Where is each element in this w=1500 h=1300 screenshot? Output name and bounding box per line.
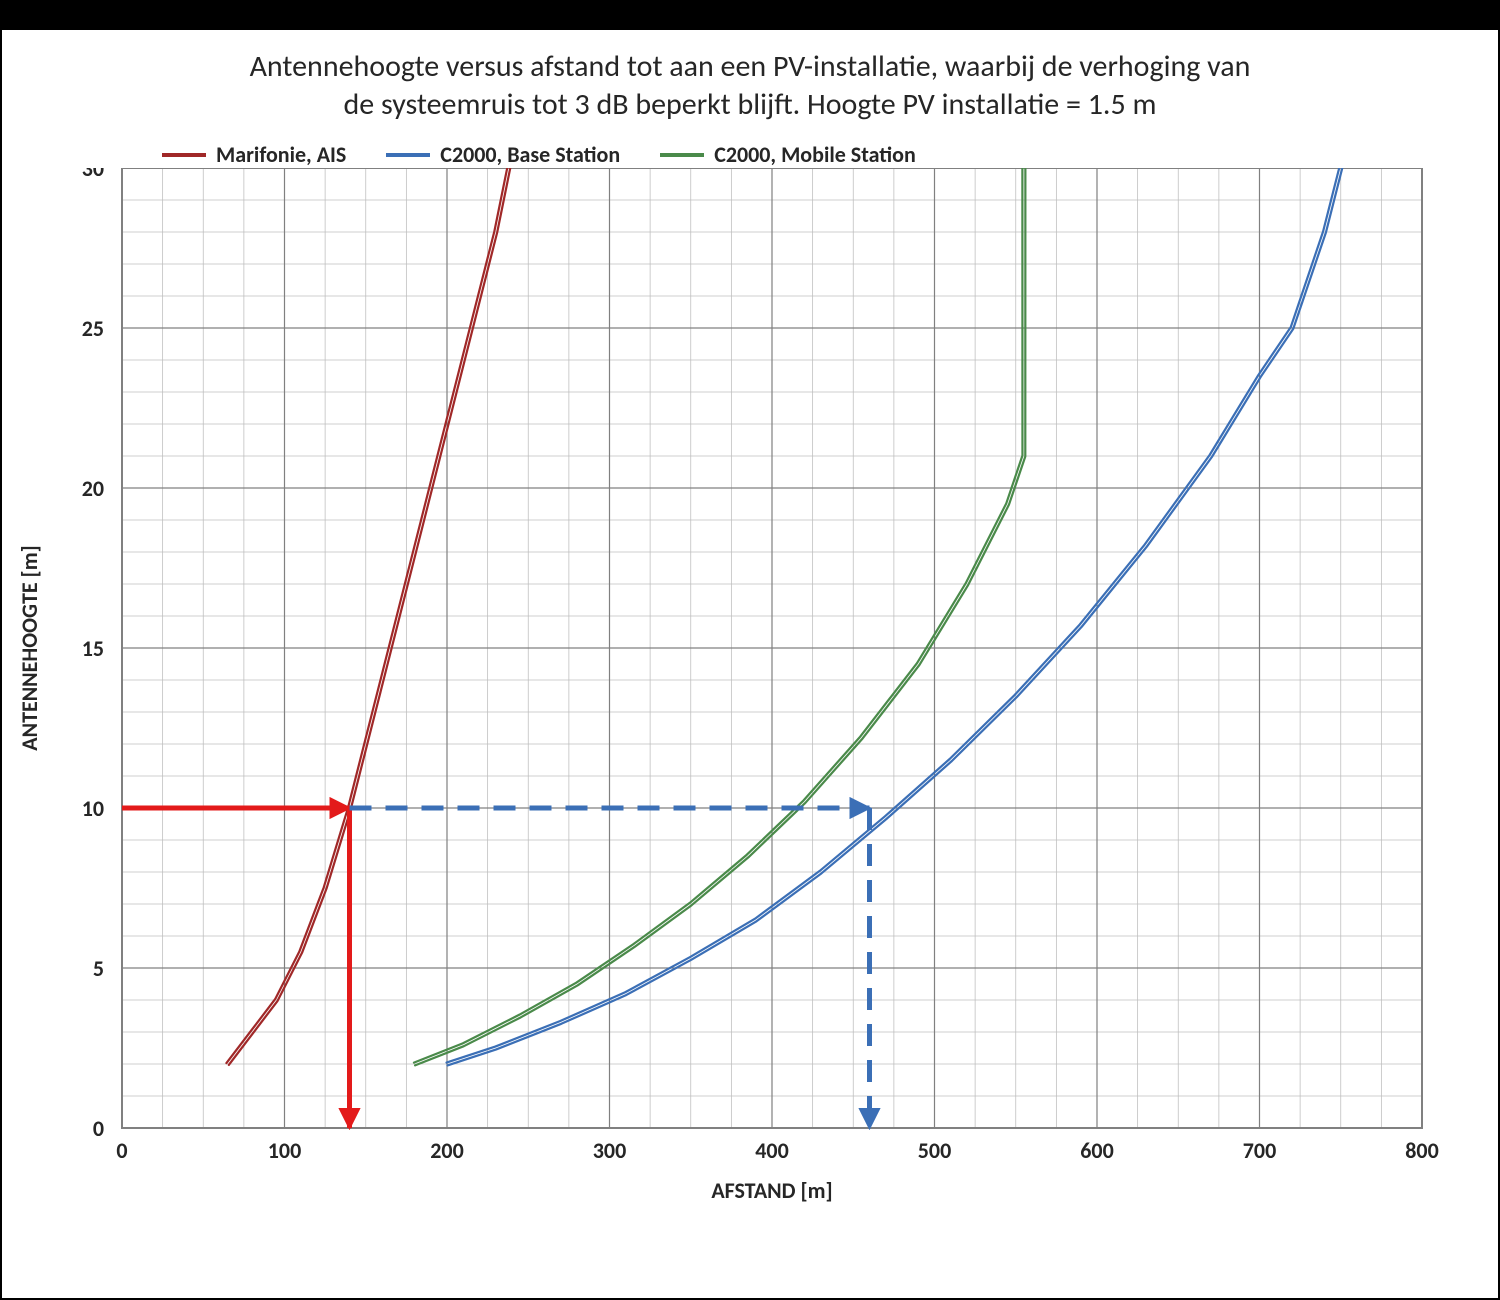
- chart-title-line2: de systeemruis tot 3 dB beperkt blijft. …: [344, 86, 1157, 123]
- legend-swatch-marifonie: [162, 153, 206, 157]
- svg-text:200: 200: [430, 1137, 463, 1164]
- legend-item-marifonie: Marifonie, AIS: [162, 141, 346, 168]
- svg-text:500: 500: [918, 1137, 951, 1164]
- svg-text:800: 800: [1405, 1137, 1438, 1164]
- chart-title-line1: Antennehoogte versus afstand tot aan een…: [250, 48, 1251, 85]
- legend-label-c2000-base: C2000, Base Station: [440, 141, 620, 168]
- svg-text:0: 0: [116, 1137, 127, 1164]
- legend-label-c2000-mobile: C2000, Mobile Station: [714, 141, 916, 168]
- svg-text:600: 600: [1080, 1137, 1113, 1164]
- series-marifonie: [226, 168, 507, 1063]
- series-marifonie: [229, 168, 510, 1065]
- svg-text:0: 0: [93, 1115, 104, 1142]
- legend-swatch-c2000-mobile: [660, 153, 704, 157]
- svg-text:300: 300: [593, 1137, 626, 1164]
- series-c2000-base: [447, 168, 1340, 1063]
- legend-item-c2000-base: C2000, Base Station: [386, 141, 620, 168]
- legend-swatch-c2000-base: [386, 153, 430, 157]
- series-c2000-mobile: [414, 168, 1023, 1063]
- legend: Marifonie, AIS C2000, Base Station C2000…: [2, 141, 1498, 168]
- svg-text:20: 20: [82, 475, 104, 502]
- legend-item-c2000-mobile: C2000, Mobile Station: [660, 141, 916, 168]
- svg-text:100: 100: [268, 1137, 301, 1164]
- svg-text:400: 400: [755, 1137, 788, 1164]
- x-axis-label: AFSTAND [m]: [711, 1177, 832, 1204]
- svg-text:25: 25: [82, 315, 104, 342]
- chart-plot: 0 100 200 300 400 500 600 700 800 0 5 10 15 20 25 30 AFS…: [2, 168, 1482, 1228]
- series-c2000-base: [447, 168, 1342, 1065]
- svg-text:30: 30: [82, 168, 104, 182]
- series-c2000-mobile: [415, 168, 1025, 1065]
- svg-text:5: 5: [93, 955, 104, 982]
- svg-text:700: 700: [1243, 1137, 1276, 1164]
- legend-label-marifonie: Marifonie, AIS: [216, 141, 346, 168]
- y-axis-label: ANTENNEHOOGTE [m]: [16, 545, 43, 751]
- svg-text:10: 10: [82, 795, 104, 822]
- svg-text:15: 15: [82, 635, 104, 662]
